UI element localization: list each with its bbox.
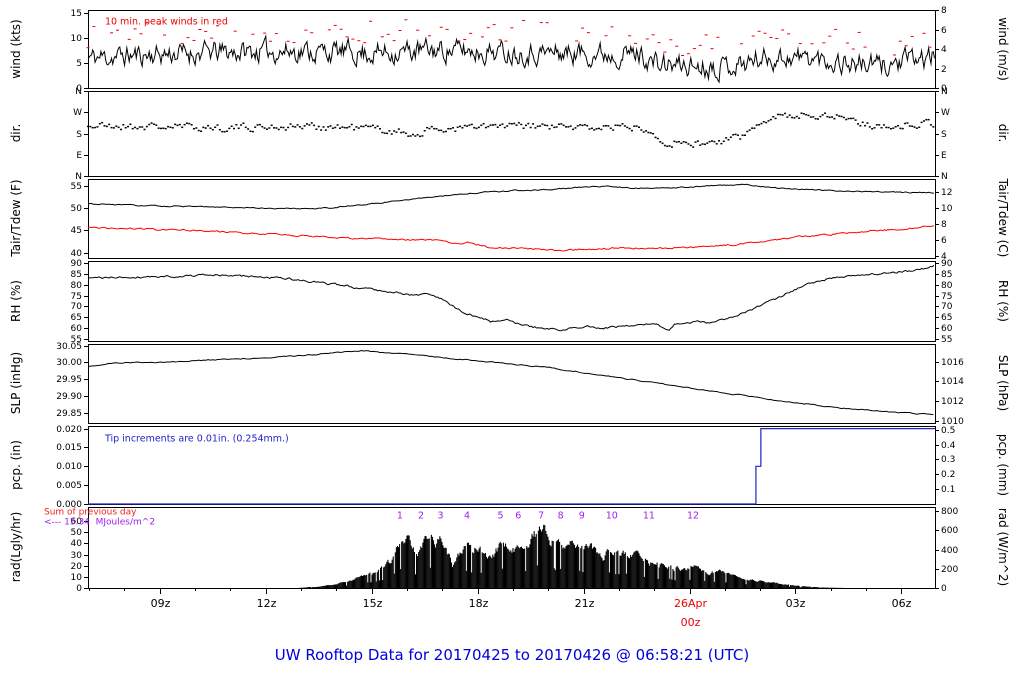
y-axis-label-tair-c: Tair/Tdew (C) — [996, 178, 1010, 258]
y-axis-label-pcp-mm: pcp. (mm) — [996, 433, 1010, 497]
y-axis-label-rh-right: RH (%) — [996, 280, 1010, 322]
y-axis-label-wind-ms: wind (m/s) — [996, 17, 1010, 81]
y-axis-label-rad-lgly: rad(Lgly/hr) — [9, 511, 23, 583]
y-axis-label-slp-inhg: SLP (inHg) — [9, 351, 23, 415]
y-axis-label-rad-wm2: rad (W/m^2) — [996, 507, 1010, 587]
figure-title: UW Rooftop Data for 20170425 to 20170426… — [274, 646, 750, 664]
y-axis-label-dir-left: dir. — [9, 123, 23, 143]
y-axis-label-rh-left: RH (%) — [9, 280, 23, 322]
y-axis-label-wind-kts: wind (kts) — [9, 19, 23, 79]
y-axis-label-tair-f: Tair/Tdew (F) — [9, 179, 23, 257]
y-axis-label-dir-right: dir. — [996, 123, 1010, 143]
y-axis-label-slp-hpa: SLP (hPa) — [996, 354, 1010, 412]
y-axis-label-pcp-in: pcp. (in) — [9, 440, 23, 490]
chart-canvas — [0, 0, 1024, 640]
